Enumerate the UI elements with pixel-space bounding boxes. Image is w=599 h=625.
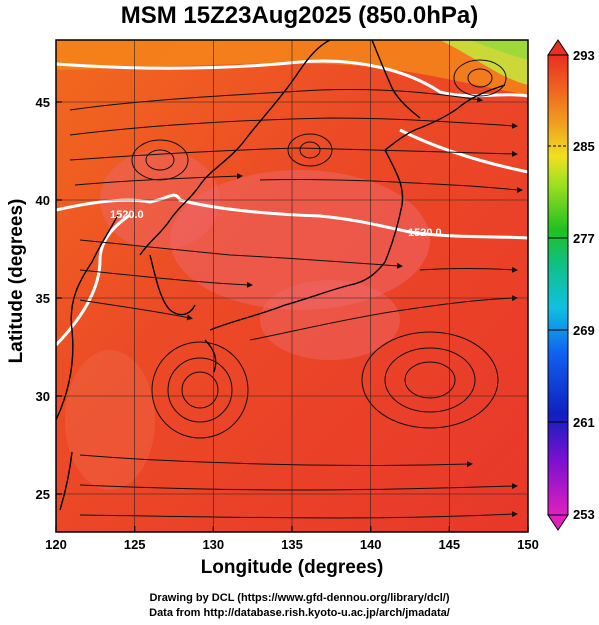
x-tick-label: 125 xyxy=(124,537,146,552)
x-tick-label: 135 xyxy=(281,537,303,552)
y-tick-label: 45 xyxy=(36,95,50,110)
y-tick-label: 35 xyxy=(36,291,50,306)
credit-drawing: Drawing by DCL (https://www.gfd-dennou.o… xyxy=(149,592,450,604)
x-tick-label: 130 xyxy=(202,537,224,552)
y-tick-label: 30 xyxy=(36,389,50,404)
temperature-field: 1520.0 1520.0 xyxy=(56,40,528,532)
x-tick-label: 120 xyxy=(45,537,67,552)
x-tick-label: 145 xyxy=(438,537,460,552)
y-tick-labels: 25 30 35 40 45 xyxy=(36,95,50,502)
x-axis-label: Longitude (degrees) xyxy=(200,557,384,578)
page-title: MSM 15Z23Aug2025 (850.0hPa) xyxy=(120,2,479,29)
credit-data: Data from http://database.rish.kyoto-u.a… xyxy=(149,607,450,619)
colorbar-tick-label: 293 xyxy=(573,48,595,63)
colorbar-tick-label: 261 xyxy=(573,415,595,430)
colorbar-tick-label: 285 xyxy=(573,139,595,154)
colorbar: 293 285 277 269 261 253 xyxy=(547,39,595,531)
colorbar-tick-label: 269 xyxy=(573,323,595,338)
x-tick-labels: 120 125 130 135 140 145 150 xyxy=(45,537,539,552)
x-tick-label: 140 xyxy=(360,537,382,552)
x-tick-label: 150 xyxy=(517,537,539,552)
y-tick-label: 25 xyxy=(36,487,50,502)
colorbar-min-arrow xyxy=(547,514,569,531)
contour-label: 1520.0 xyxy=(408,227,442,239)
colorbar-tick-label: 253 xyxy=(573,507,595,522)
y-tick-label: 40 xyxy=(36,193,50,208)
graticule xyxy=(56,40,528,532)
contour-label: 1520.0 xyxy=(110,209,144,221)
colorbar-tick-label: 277 xyxy=(573,231,595,246)
colorbar-max-arrow xyxy=(547,39,569,56)
